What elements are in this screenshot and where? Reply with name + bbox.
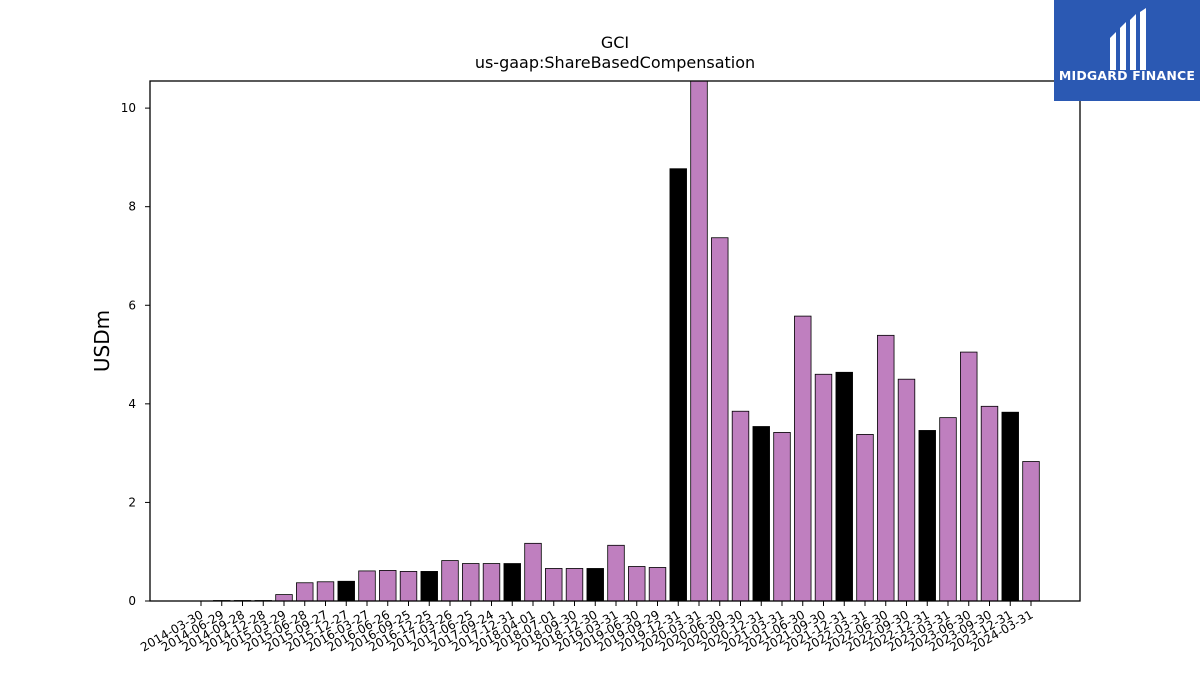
bar-2018-12-30 — [586, 568, 604, 602]
midgard-logo-icon — [1110, 8, 1146, 70]
bar-2017-06-25 — [462, 563, 480, 602]
chart-subtitle: us-gaap:ShareBasedCompensation — [475, 53, 755, 72]
bars-group — [213, 80, 1040, 602]
logo-text: MIDGARD FINANCE — [1058, 68, 1196, 83]
plot-frame — [149, 80, 1081, 602]
bar-2018-09-30 — [565, 568, 584, 602]
bar-2016-12-25 — [420, 571, 438, 602]
bar-2015-06-28 — [296, 582, 314, 602]
bar-2017-12-31 — [503, 563, 521, 602]
bar-2021-12-31 — [835, 371, 853, 602]
bar-2019-06-30 — [628, 566, 646, 602]
bar-2020-06-30 — [711, 237, 729, 602]
bar-2016-03-27 — [358, 570, 376, 602]
bar-2018-04-01 — [524, 542, 542, 602]
midgard-finance-logo: MIDGARD FINANCE — [1054, 0, 1200, 101]
y-tick-label: 8 — [128, 200, 136, 214]
bar-2017-03-26 — [441, 560, 459, 602]
bar-2015-12-27 — [337, 580, 355, 602]
bar-2015-09-27 — [316, 581, 335, 602]
bar-2023-09-30 — [980, 405, 999, 602]
bar-2022-03-31 — [856, 433, 874, 602]
x-ticks-group: 2014-03-302014-06-292014-09-282014-12-28… — [138, 601, 1036, 654]
bar-2020-03-31 — [690, 80, 708, 602]
bar-2019-12-31 — [669, 168, 687, 602]
bar-2021-03-31 — [773, 432, 791, 602]
bar-2023-12-31 — [1001, 411, 1019, 602]
chart-title: GCI — [601, 33, 629, 52]
y-tick-label: 4 — [128, 397, 136, 411]
y-tick-label: 6 — [128, 298, 136, 312]
y-ticks-group: 0 2 4 6 8 10 — [121, 101, 150, 608]
y-tick-label: 10 — [121, 101, 136, 115]
bar-2021-09-30 — [814, 373, 833, 602]
y-tick-label: 0 — [128, 594, 136, 608]
bar-2023-03-31 — [939, 417, 957, 602]
bar-2018-07-01 — [545, 568, 563, 602]
bar-2016-06-26 — [379, 570, 397, 602]
y-axis-label: USDm — [90, 310, 114, 372]
bar-2020-12-31 — [752, 426, 770, 602]
bar-2020-09-30 — [731, 410, 750, 602]
bar-2019-09-29 — [648, 567, 667, 602]
bar-2017-09-24 — [482, 563, 501, 602]
bar-2023-06-30 — [960, 351, 978, 602]
bar-2022-06-30 — [877, 334, 895, 602]
y-tick-label: 2 — [128, 495, 136, 509]
bar-2022-09-30 — [897, 378, 916, 602]
bar-2024-03-31 — [1022, 461, 1040, 602]
bar-2015-03-29 — [275, 594, 293, 602]
bar-2019-03-31 — [607, 544, 625, 602]
bar-2022-12-31 — [918, 430, 936, 602]
bar-2021-06-30 — [794, 315, 812, 602]
bar-2016-09-25 — [399, 571, 418, 602]
